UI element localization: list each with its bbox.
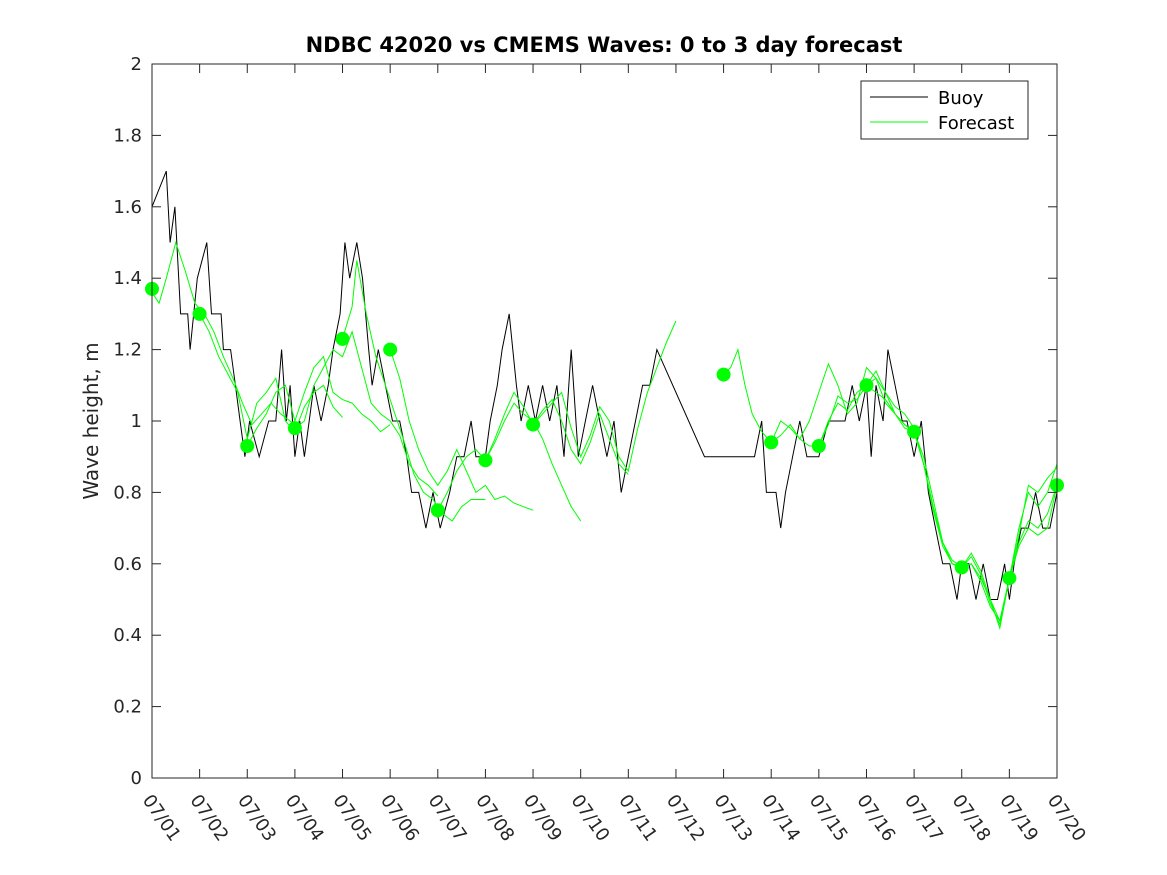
y-axis-label: Wave height, m	[79, 342, 103, 499]
forecast-run-line	[913, 431, 1058, 631]
forecast-initial-marker	[764, 435, 779, 450]
forecast-initial-marker	[240, 438, 255, 453]
forecast-initial-marker	[859, 378, 874, 393]
forecast-run-line	[484, 391, 629, 475]
forecast-initial-marker	[335, 331, 350, 346]
forecast-initial-marker	[430, 503, 445, 518]
forecast-run-line	[389, 349, 534, 511]
forecast-initial-marker	[907, 424, 922, 439]
forecast-initial-marker	[526, 417, 541, 432]
forecast-run-line	[199, 313, 343, 440]
legend-box	[860, 80, 1029, 140]
forecast-run-line	[246, 355, 391, 447]
y-tick-label: 1.4	[113, 268, 142, 289]
plot-area	[145, 170, 1064, 631]
axes-box	[151, 63, 1058, 779]
forecast-run-line	[151, 240, 296, 426]
y-tick-label: 1.2	[113, 340, 142, 361]
y-tick-label: 0.6	[113, 554, 142, 575]
forecast-initial-marker	[478, 453, 493, 468]
forecast-initial-marker	[383, 342, 398, 357]
forecast-run-line	[342, 260, 486, 522]
forecast-initial-marker	[192, 306, 207, 321]
forecast-run-line	[437, 402, 582, 522]
forecast-run-line	[294, 330, 439, 497]
y-tick-label: 0.8	[113, 482, 142, 503]
forecast-initial-marker	[811, 438, 826, 453]
legend: Buoy Forecast	[860, 80, 1029, 140]
forecast-initial-marker	[716, 367, 731, 382]
y-tick-label: 0.4	[113, 625, 142, 646]
y-tick-label: 1	[131, 411, 142, 432]
y-tick-label: 2	[131, 54, 142, 75]
legend-buoy-label: Buoy	[938, 88, 984, 109]
y-tick-label: 1.6	[113, 197, 142, 218]
y-tick-label: 0.2	[113, 697, 142, 718]
forecast-run-line	[532, 320, 677, 473]
forecast-initial-marker	[954, 560, 969, 575]
chart-title: NDBC 42020 vs CMEMS Waves: 0 to 3 day fo…	[306, 33, 903, 57]
y-axis-ticks: 0 0.2 0.4 0.6 0.8 1 1.2 1.4 1.6 1.8 2	[113, 54, 1057, 789]
y-tick-label: 1.8	[113, 125, 142, 146]
forecast-initial-marker	[1002, 571, 1017, 586]
buoy-series-line	[151, 170, 1058, 600]
legend-forecast-label: Forecast	[938, 113, 1014, 134]
forecast-initial-marker	[287, 421, 302, 436]
y-tick-label: 0	[131, 768, 142, 789]
forecast-run-line	[1008, 485, 1058, 579]
